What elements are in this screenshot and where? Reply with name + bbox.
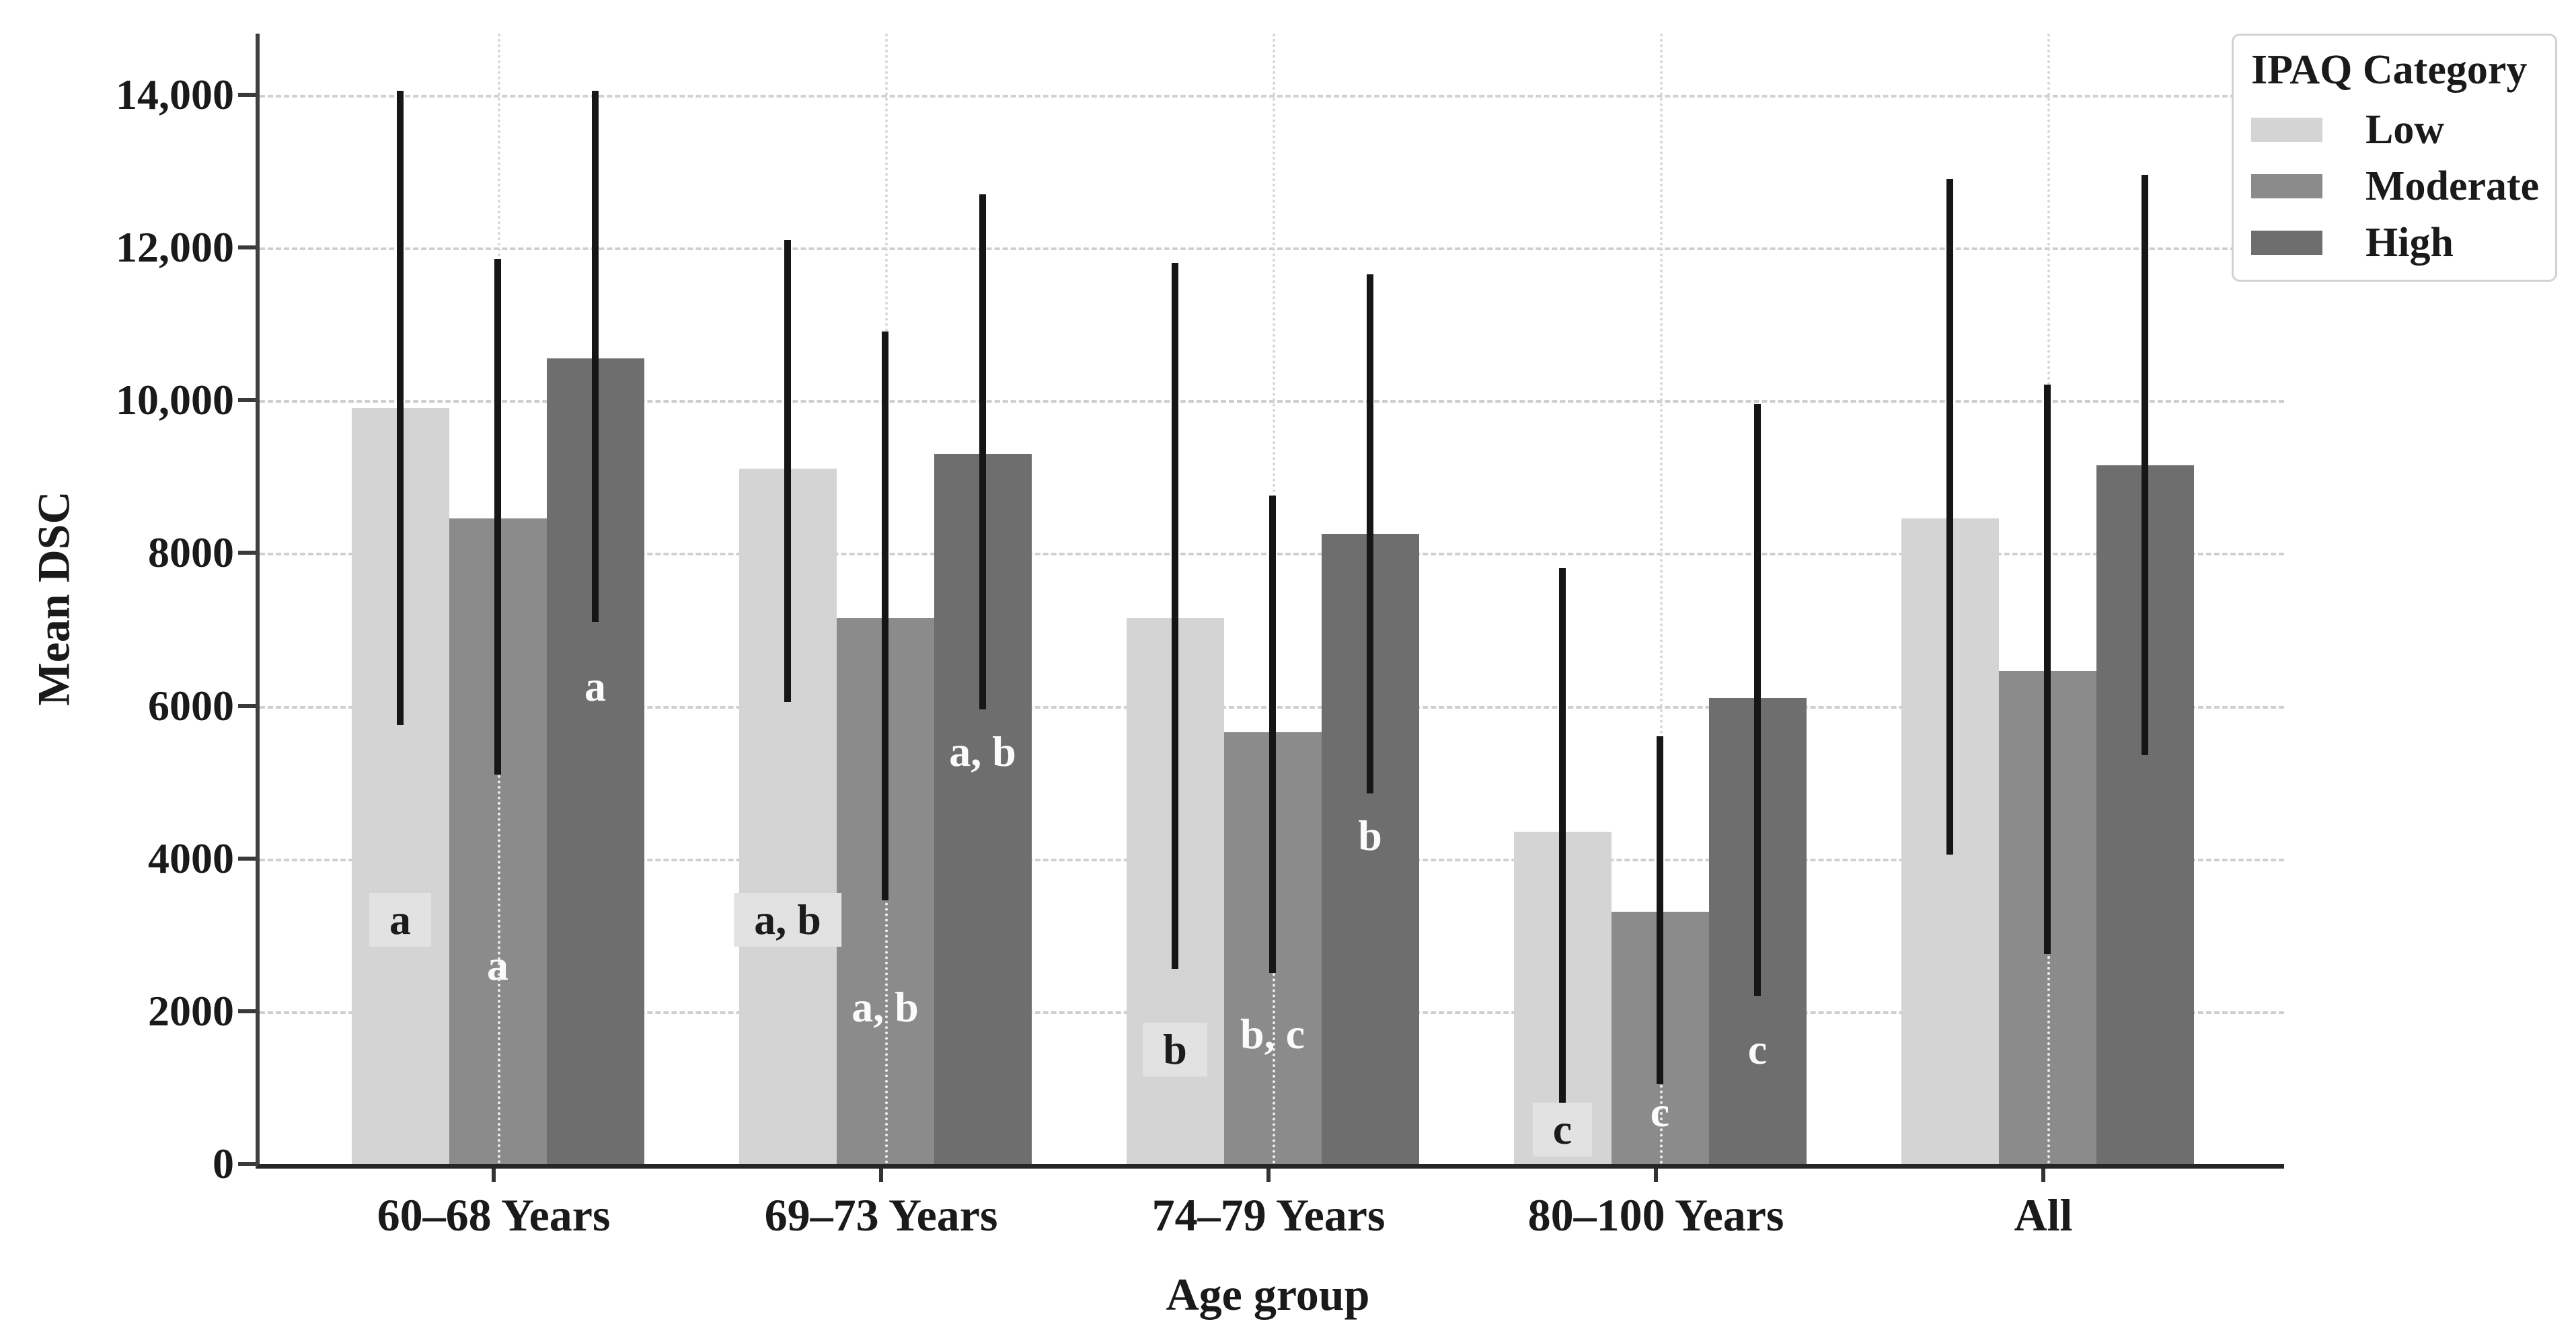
y-tick-mark xyxy=(238,245,256,250)
vertical-gridline-over-bar xyxy=(498,518,500,1164)
legend-label-high: High xyxy=(2365,220,2454,266)
y-tick-label: 8000 xyxy=(148,528,234,577)
y-tick-mark xyxy=(238,1009,256,1013)
x-tick-mark xyxy=(1266,1169,1271,1182)
legend-label-low: Low xyxy=(2365,107,2445,153)
horizontal-gridline xyxy=(260,247,2284,251)
significance-label: a, b xyxy=(851,983,919,1031)
y-tick-mark xyxy=(238,856,256,861)
y-tick-label: 10,000 xyxy=(116,376,234,424)
error-bar xyxy=(1946,178,1953,855)
error-bar xyxy=(1657,736,1663,1084)
y-tick-mark xyxy=(238,1162,256,1166)
y-tick-mark xyxy=(238,398,256,403)
error-bar xyxy=(1754,403,1761,996)
error-bar xyxy=(397,91,404,725)
significance-label: c xyxy=(1747,1025,1768,1073)
y-tick-mark xyxy=(238,551,256,555)
y-tick-mark xyxy=(238,92,256,97)
legend-box: IPAQ Category Low Moderate High xyxy=(2232,34,2557,282)
vertical-gridline xyxy=(1660,34,1663,1164)
x-tick-mark xyxy=(492,1169,496,1182)
horizontal-gridline xyxy=(260,400,2284,403)
horizontal-gridline xyxy=(260,94,2284,97)
significance-label: b xyxy=(1358,811,1382,859)
plot-area: a a, b b c a a, b b, c c a a, b b c xyxy=(256,34,2284,1169)
x-tick-label: 74–79 Years xyxy=(1151,1189,1386,1241)
x-axis-title: Age group xyxy=(1166,1269,1370,1320)
legend-item-moderate: Moderate xyxy=(2251,165,2540,207)
x-tick-label: 80–100 Years xyxy=(1527,1189,1784,1241)
legend-swatch-low xyxy=(2251,118,2322,143)
y-tick-label: 14,000 xyxy=(116,70,234,118)
significance-label: a, b xyxy=(734,892,841,947)
y-tick-label: 6000 xyxy=(148,681,234,730)
legend-item-high: High xyxy=(2251,222,2540,264)
legend-item-low: Low xyxy=(2251,109,2540,151)
x-tick-label: All xyxy=(2014,1189,2073,1241)
x-tick-mark xyxy=(1654,1169,1658,1182)
error-bar xyxy=(2044,385,2051,954)
y-axis-title: Mean DSC xyxy=(28,491,79,706)
significance-label: b, c xyxy=(1240,1009,1305,1058)
legend-label-moderate: Moderate xyxy=(2365,163,2540,210)
y-tick-label: 4000 xyxy=(148,834,234,882)
significance-label: a, b xyxy=(949,727,1016,775)
error-bar xyxy=(2142,175,2148,756)
x-tick-mark xyxy=(2041,1169,2045,1182)
significance-label: a xyxy=(369,892,431,947)
error-bar xyxy=(494,259,501,775)
significance-label: c xyxy=(1532,1102,1593,1157)
legend-swatch-moderate xyxy=(2251,174,2322,199)
legend-title: IPAQ Category xyxy=(2251,47,2528,93)
error-bar xyxy=(1172,262,1178,970)
y-tick-label: 12,000 xyxy=(116,223,234,272)
legend-swatch-high xyxy=(2251,231,2322,256)
x-tick-label: 60–68 Years xyxy=(377,1189,611,1241)
error-bar xyxy=(1559,568,1566,1103)
y-tick-label: 2000 xyxy=(148,986,234,1035)
error-bar xyxy=(784,239,791,702)
y-tick-label: 0 xyxy=(213,1140,234,1187)
significance-label: b xyxy=(1143,1022,1207,1076)
error-bar xyxy=(592,91,599,622)
error-bar xyxy=(882,331,888,901)
significance-label: c xyxy=(1650,1087,1670,1136)
error-bar xyxy=(1367,274,1373,794)
error-bar xyxy=(979,194,986,710)
significance-label: a xyxy=(584,662,606,711)
y-tick-mark xyxy=(238,703,256,708)
error-bar xyxy=(1269,496,1276,974)
x-tick-label: 69–73 Years xyxy=(764,1189,998,1241)
x-tick-mark xyxy=(879,1169,883,1182)
significance-label: a xyxy=(487,941,508,989)
